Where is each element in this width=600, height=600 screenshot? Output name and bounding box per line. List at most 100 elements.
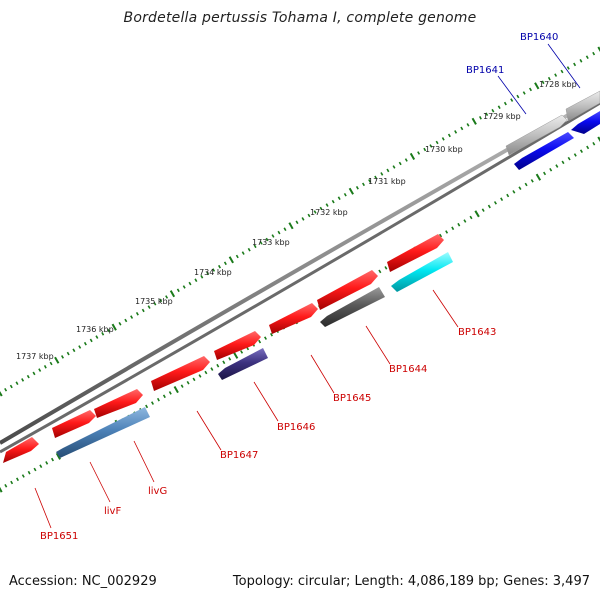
scale-tick: [460, 126, 464, 131]
scale-label-1735: 1735 kbp: [135, 297, 173, 306]
label-livf[interactable]: livF: [104, 506, 121, 517]
scale-label-1733: 1733 kbp: [252, 238, 290, 247]
gene-livg[interactable]: [56, 407, 150, 458]
scale-tick: [313, 210, 317, 214]
scale-tick: [447, 133, 451, 138]
gene-bp1640-reverse[interactable]: [571, 111, 600, 134]
scale-tick: [111, 323, 117, 331]
label-bp1645[interactable]: BP1645: [333, 393, 371, 404]
scale-tick: [235, 254, 239, 259]
scale-tick: [466, 123, 470, 127]
scale-tick: [522, 91, 526, 95]
scale-tick: [592, 51, 596, 56]
gene-bp1642[interactable]: [387, 234, 444, 272]
scale-tick: [83, 341, 87, 346]
scale-tick: [228, 357, 232, 361]
scale-tick: [194, 278, 198, 282]
leader-bp1643: [432, 289, 459, 328]
leader-bp1646: [253, 381, 279, 422]
scale-tick: [21, 474, 25, 478]
scale-tick: [592, 141, 596, 146]
scale-tick: [441, 137, 445, 141]
scale-tick: [61, 355, 64, 359]
scale-tick: [573, 153, 577, 157]
scale-tick: [301, 217, 305, 221]
gene-bp1651[interactable]: [3, 437, 39, 463]
gene-bp1641[interactable]: [505, 114, 568, 156]
gene-bp1646[interactable]: [218, 348, 268, 380]
scale-tick: [145, 404, 149, 409]
scale-tick: [26, 374, 30, 379]
scale-tick: [454, 130, 458, 134]
scale-tick: [547, 76, 551, 81]
scale-tick: [247, 247, 251, 252]
scale-tick: [362, 182, 365, 187]
leader-bp1645: [310, 354, 335, 394]
scale-tick: [141, 308, 145, 313]
scale-tick: [165, 295, 169, 299]
scale-tick: [233, 351, 239, 359]
label-bp1641[interactable]: BP1641: [466, 65, 504, 76]
scale-tick: [561, 160, 565, 165]
scale-tick: [597, 136, 600, 142]
scale-tick: [512, 190, 516, 194]
scale-tick: [78, 345, 82, 349]
scale-tick: [4, 387, 8, 392]
label-bp1644[interactable]: BP1644: [389, 364, 427, 375]
scale-tick: [534, 82, 540, 90]
scale-tick: [162, 394, 166, 399]
label-bp1643[interactable]: BP1643: [458, 327, 496, 338]
scale-tick: [212, 268, 216, 272]
gene-bp1645[interactable]: [269, 303, 318, 334]
scale-tick: [384, 266, 388, 270]
scale-tick: [368, 179, 372, 183]
label-bp1647[interactable]: BP1647: [220, 450, 258, 461]
scale-tick: [579, 149, 583, 154]
label-bp1646[interactable]: BP1646: [277, 422, 315, 433]
scale-tick: [51, 457, 54, 462]
scale-tick: [331, 199, 335, 204]
scale-tick: [506, 193, 510, 198]
outer-scale-ticks: [0, 46, 600, 397]
scale-tick: [409, 152, 416, 160]
scale-tick: [510, 98, 514, 102]
scale-label-1736: 1736 kbp: [76, 325, 114, 334]
gene-bp1644[interactable]: [320, 287, 385, 327]
scale-tick: [573, 62, 577, 67]
scale-tick: [43, 365, 47, 369]
scale-tick: [159, 298, 163, 303]
scale-tick: [543, 171, 547, 176]
gene-bp1647[interactable]: [151, 356, 210, 391]
scale-tick: [491, 108, 495, 113]
leader-bp1641: [497, 75, 527, 115]
scale-label-1737: 1737 kbp: [16, 352, 54, 361]
label-bp1651[interactable]: BP1651: [40, 531, 78, 542]
scale-tick: [182, 285, 186, 289]
label-bp1640[interactable]: BP1640: [520, 32, 558, 43]
scale-tick: [585, 55, 589, 59]
scale-tick: [188, 281, 192, 286]
scale-tick: [493, 201, 497, 205]
scale-tick: [348, 187, 354, 195]
label-livg[interactable]: livG: [148, 486, 167, 497]
scale-tick: [487, 204, 491, 209]
gene-livf-forward[interactable]: [52, 410, 96, 438]
scale-tick: [307, 213, 311, 218]
scale-tick: [524, 182, 528, 187]
gene-bp1640[interactable]: [565, 90, 600, 122]
scale-tick: [439, 233, 443, 238]
scale-tick: [535, 173, 542, 181]
gene-livg-forward[interactable]: [94, 389, 143, 418]
scale-tick: [54, 356, 60, 364]
gene-bp1643[interactable]: [391, 252, 453, 292]
scale-tick: [529, 87, 532, 92]
scale-tick: [253, 244, 257, 249]
scale-label-1729: 1729 kbp: [483, 112, 521, 121]
scale-tick: [180, 384, 184, 388]
gene-bp1641-reverse[interactable]: [514, 132, 574, 170]
gene-bp1646-forward[interactable]: [214, 331, 261, 360]
genome-summary-text: Topology: circular; Length: 4,086,189 bp…: [232, 574, 590, 589]
scale-tick: [463, 219, 467, 223]
gene-bp1644-forward[interactable]: [317, 270, 378, 310]
